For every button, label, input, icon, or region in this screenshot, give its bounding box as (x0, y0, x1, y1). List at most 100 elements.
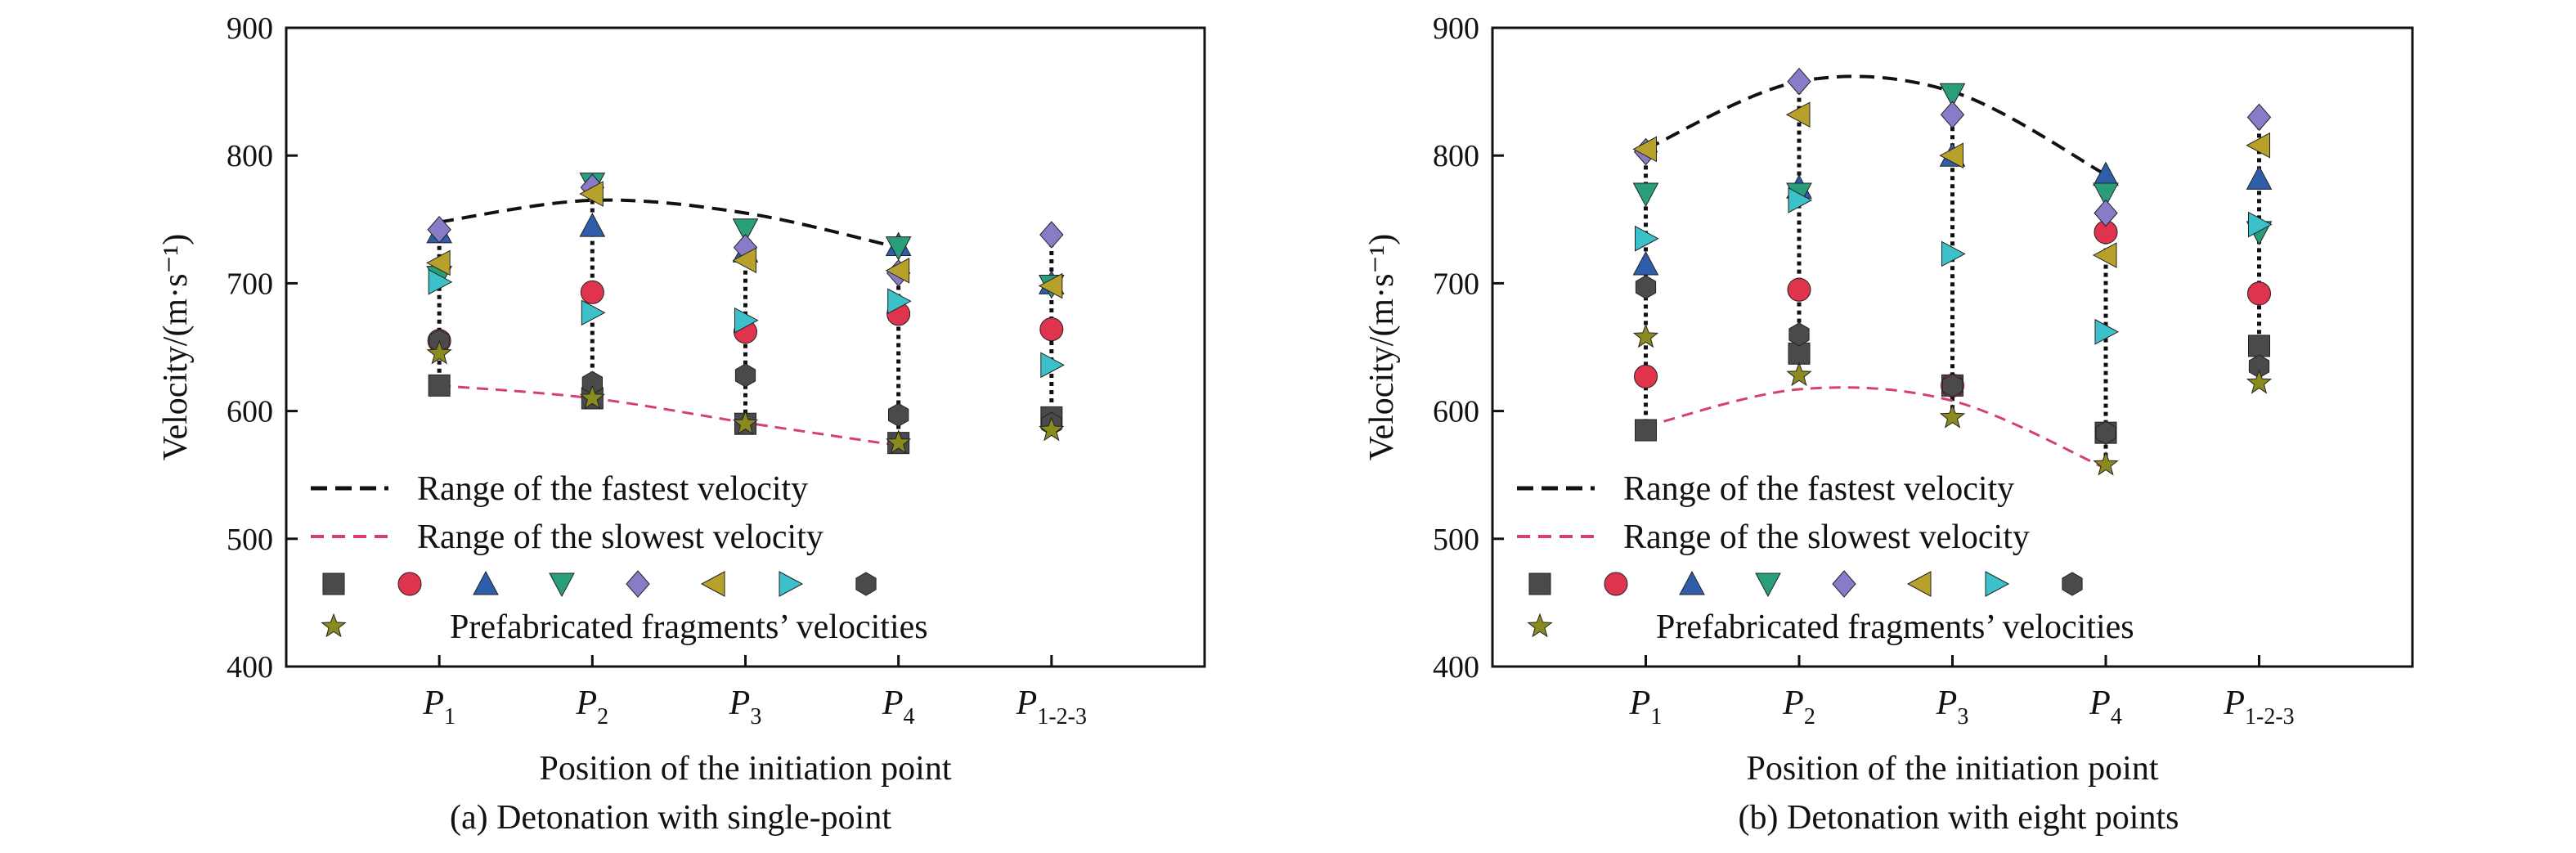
data-point-tri-left (1038, 272, 1063, 299)
x-tick-label: P2 (1782, 685, 1815, 730)
legend-fragments-label: Prefabricated fragments’ velocities (1656, 608, 2134, 646)
x-tick-label-sub: 1 (444, 704, 456, 730)
legend-marker-tri-left (1906, 571, 1932, 597)
data-point-star (2246, 369, 2273, 394)
data-point-diamond (2094, 199, 2118, 227)
legend-slow-label: Range of the slowest velocity (1623, 519, 2030, 556)
x-tick-label: P2 (576, 685, 609, 730)
y-axis-title: Velocity/(m·s⁻¹) (157, 234, 195, 460)
x-tick-label: P3 (1936, 685, 1969, 730)
legend-fast-label: Range of the fastest velocity (1623, 470, 2014, 508)
data-point-tri-right (734, 307, 759, 334)
legend-marker-star (321, 613, 347, 638)
y-tick-label: 500 (227, 523, 273, 557)
data-point-diamond (427, 216, 451, 244)
data-point-tri-left (426, 249, 451, 276)
fastest-velocity-curve (1645, 74, 2107, 177)
x-tick-label: P1 (1629, 685, 1663, 730)
data-point-star (426, 339, 452, 365)
legend-slow-label: Range of the slowest velocity (417, 519, 824, 556)
legend-marker-square (1528, 572, 1551, 595)
legend-marker-diamond (626, 570, 650, 598)
legend-marker-tri-down (549, 572, 575, 598)
legend-marker-square (322, 572, 345, 595)
x-tick-label-sub: 2 (597, 704, 608, 730)
data-point-star (1632, 323, 1659, 348)
x-tick-label-sub: 1-2-3 (1037, 704, 1087, 730)
data-point-hexagon (2095, 420, 2116, 445)
y-tick-label: 400 (227, 650, 273, 685)
x-tick-label: P3 (729, 685, 762, 730)
data-point-tri-down (1939, 83, 1966, 108)
data-point-circle (2247, 281, 2271, 306)
data-point-star (2093, 451, 2119, 476)
y-tick-label: 600 (227, 395, 273, 429)
legend-fast-label: Range of the fastest velocity (417, 470, 808, 508)
data-point-tri-left (2092, 242, 2117, 268)
x-tick-label-main: P (1629, 685, 1651, 722)
legend-fragments-label: Prefabricated fragments’ velocities (450, 608, 928, 646)
x-tick-label: P1-2-3 (2223, 685, 2294, 730)
data-point-tri-up (579, 213, 606, 237)
legend: Range of the fastest velocity Range of th… (311, 470, 928, 646)
x-tick-label-sub: 2 (1804, 704, 1815, 730)
legend-marker-tri-down (1755, 572, 1781, 598)
data-point-diamond (1940, 101, 1965, 128)
data-point-tri-right (428, 269, 453, 295)
data-point-tri-left (2246, 132, 2270, 159)
legend-marker-tri-left (700, 571, 725, 597)
data-point-tri-right (1635, 225, 1659, 252)
data-point-tri-up (2093, 161, 2119, 186)
data-point-tri-left (1939, 142, 1963, 169)
data-point-tri-right (581, 299, 606, 326)
data-point-tri-up (2246, 165, 2273, 190)
x-tick-label: P4 (882, 685, 915, 730)
data-point-tri-down (732, 218, 759, 243)
legend-marker-circle (397, 572, 422, 596)
data-point-tri-left (579, 181, 604, 207)
data-point-diamond (1787, 67, 1811, 96)
y-tick-label: 700 (227, 267, 273, 301)
x-tick-label-main: P (1016, 685, 1038, 722)
x-axis-title: Position of the initiation point (540, 750, 952, 788)
x-tick-label-main: P (1782, 685, 1804, 722)
panel-caption: (b) Detonation with eight points (1739, 799, 2179, 837)
data-point-hexagon (1941, 373, 1963, 397)
data-point-tri-down (1632, 182, 1659, 208)
y-tick-label: 700 (1433, 267, 1479, 301)
data-point-hexagon (734, 363, 756, 388)
data-point-tri-down (2093, 182, 2119, 208)
y-tick-label: 600 (1433, 395, 1479, 429)
x-tick-label-main: P (2223, 685, 2245, 722)
data-point-tri-left (732, 247, 756, 274)
y-tick-label: 800 (1433, 139, 1479, 173)
data-point-star (579, 384, 605, 410)
data-point-tri-left (885, 257, 910, 284)
y-tick-label: 800 (227, 139, 273, 173)
y-tick-label: 400 (1433, 650, 1479, 685)
x-tick-label-sub: 1 (1650, 704, 1662, 730)
data-point-diamond (2246, 103, 2272, 132)
data-point-star (1939, 403, 1966, 429)
data-point-square (2248, 334, 2270, 357)
x-tick-label-main: P (576, 685, 598, 722)
legend-marker-hexagon (855, 572, 877, 596)
data-point-circle (1634, 364, 1658, 388)
x-tick-label: P1-2-3 (1016, 685, 1087, 730)
y-tick-label: 900 (1433, 11, 1479, 46)
data-point-star (886, 429, 912, 454)
x-tick-label-sub: 4 (2111, 704, 2122, 730)
data-point-square (428, 374, 451, 397)
data-point-hexagon (1635, 275, 1657, 299)
x-tick-label-sub: 1-2-3 (2245, 704, 2295, 730)
legend-marker-star (1527, 613, 1553, 638)
x-tick-label-main: P (422, 685, 444, 722)
legend-marker-tri-right (1985, 571, 2010, 597)
data-point-diamond (1039, 221, 1064, 249)
legend-marker-circle (1604, 572, 1628, 596)
x-tick-label-sub: 3 (1957, 704, 1968, 730)
data-point-tri-left (1785, 101, 1811, 128)
data-point-tri-right (2248, 211, 2273, 238)
data-point-circle (1039, 317, 1064, 342)
